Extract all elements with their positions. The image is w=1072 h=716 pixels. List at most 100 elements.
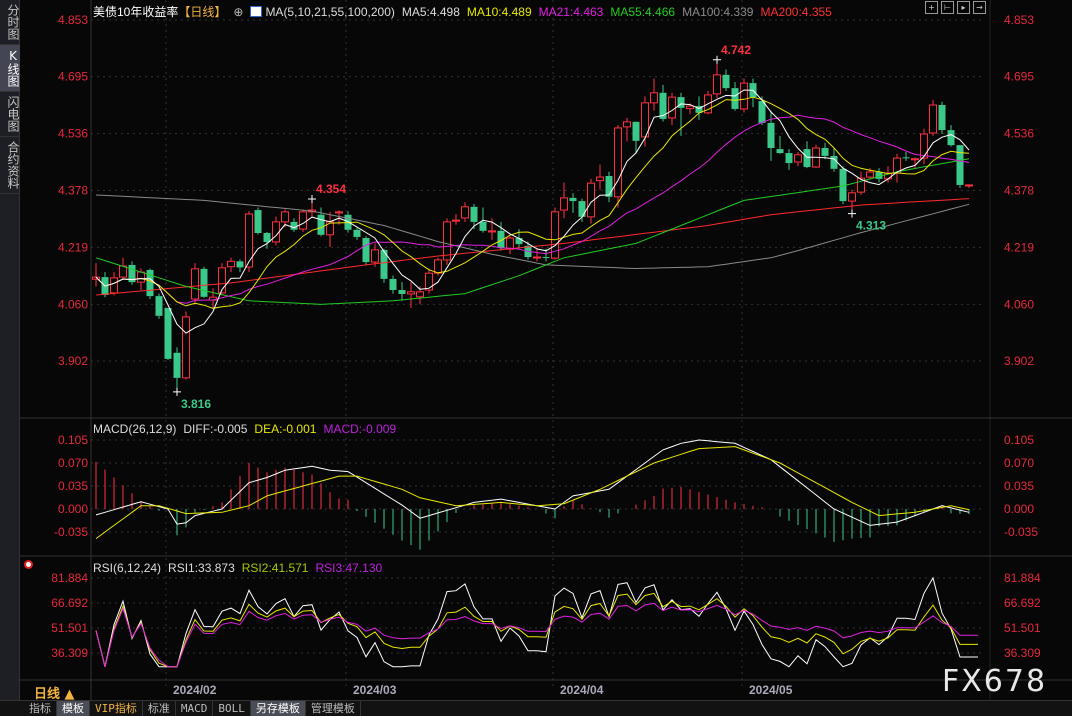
- ma21-value: MA21:4.463: [538, 5, 604, 19]
- price-tick-label-left: 4.695: [58, 70, 88, 84]
- ma100-line: [95, 194, 970, 270]
- candle-body: [911, 158, 919, 161]
- tab-standard[interactable]: 标准: [143, 701, 176, 716]
- rsi-tick-label-right: 51.501: [1004, 621, 1041, 635]
- candle-body: [551, 211, 559, 259]
- candle-body: [866, 171, 874, 178]
- candle: [407, 282, 415, 308]
- main-legend: 美债10年收益率【日线】 ⊕ MA(5,10,21,55,100,200) MA5:4…: [93, 3, 839, 20]
- candle-body: [848, 192, 856, 202]
- candle: [551, 207, 559, 260]
- high-price-label: 4.742: [721, 43, 751, 57]
- candle-body: [497, 230, 505, 249]
- macd-diff-line: [95, 439, 970, 526]
- rsi-tick-label-left: 51.501: [51, 621, 88, 635]
- tab-manage-templates[interactable]: 管理模板: [306, 701, 361, 716]
- candle-body: [470, 206, 478, 222]
- candle: [398, 282, 406, 301]
- extreme-marker: [848, 209, 856, 218]
- candle: [92, 263, 100, 287]
- candle-body: [740, 82, 748, 110]
- candle: [587, 178, 595, 224]
- candle: [191, 263, 199, 305]
- sidebar-tab-flash[interactable]: 闪电图: [0, 92, 20, 137]
- sidebar-tab-kline[interactable]: K线图: [0, 45, 20, 92]
- sidebar-tab-timeshare[interactable]: 分时图: [0, 0, 20, 45]
- candle: [155, 293, 163, 319]
- candle: [182, 311, 190, 380]
- ma-settings-icon[interactable]: [250, 6, 263, 17]
- candle-body: [803, 149, 811, 168]
- macd-tick-label-left: 0.105: [58, 433, 88, 447]
- ma21-line: [95, 114, 970, 304]
- candle: [128, 261, 136, 285]
- macd-tick-label-left: 0.000: [58, 502, 88, 516]
- candle: [371, 243, 379, 267]
- candle: [569, 193, 577, 213]
- candle-body: [596, 176, 604, 182]
- candle: [236, 259, 244, 273]
- macd-tick-label-left: 0.070: [58, 456, 88, 470]
- candle-body: [650, 92, 658, 104]
- tab-indicators[interactable]: 指标: [24, 701, 57, 716]
- candle: [479, 207, 487, 233]
- candle: [731, 82, 739, 111]
- candle-body: [416, 291, 424, 298]
- macd-tick-label-right: -0.035: [1004, 525, 1038, 539]
- candle-body: [353, 229, 361, 237]
- rsi-tick-label-left: 81.884: [51, 571, 88, 585]
- kline-chart[interactable]: 4.853 4.853 4.695 4.695 4.536 4.536 4.378 4.378…: [0, 0, 1072, 700]
- candle: [659, 84, 667, 122]
- candle: [866, 168, 874, 179]
- ma55-value: MA55:4.466: [610, 5, 676, 19]
- tab-templates[interactable]: 模板: [57, 701, 90, 716]
- tab-macd[interactable]: MACD: [176, 701, 214, 716]
- candle-body: [515, 238, 523, 245]
- candle: [677, 92, 685, 136]
- candle-body: [821, 148, 829, 156]
- candle-body: [488, 230, 496, 233]
- candle-body: [191, 268, 199, 300]
- candle-body: [254, 210, 262, 234]
- candle-body: [947, 130, 955, 146]
- candle: [389, 275, 397, 294]
- candle: [794, 151, 802, 167]
- rsi-tick-label-left: 36.309: [51, 646, 88, 660]
- candle: [326, 211, 334, 247]
- period-selector[interactable]: 日线 ▲: [34, 687, 75, 702]
- tab-vip-indicators[interactable]: VIP指标: [90, 701, 143, 716]
- candle: [173, 347, 181, 392]
- candle: [911, 157, 919, 169]
- candle: [146, 268, 154, 299]
- candle-body: [839, 168, 847, 202]
- candle-body: [857, 177, 865, 193]
- crosshair-icon[interactable]: +: [925, 1, 938, 14]
- candle-body: [758, 101, 766, 123]
- candle-body: [632, 121, 640, 141]
- move-right-icon[interactable]: →: [973, 1, 986, 14]
- play-step-icon[interactable]: ▸: [957, 1, 970, 14]
- candle-body: [263, 233, 271, 242]
- low-price-label: 4.313: [856, 219, 886, 233]
- candle: [506, 236, 514, 255]
- candle-body: [299, 211, 307, 230]
- period-tag: 【日线】: [178, 5, 227, 19]
- crosshair-toggle-icon[interactable]: ⊕: [233, 5, 244, 19]
- tab-boll[interactable]: BOLL: [213, 701, 251, 716]
- indicator-alert-icon[interactable]: [24, 560, 33, 569]
- candle-body: [929, 104, 937, 134]
- macd-legend: MACD(26,12,9) DIFF:-0.005 DEA:-0.001 MACD:-…: [93, 422, 403, 436]
- zoom-range-icon[interactable]: ⊢: [941, 1, 954, 14]
- candle-body: [452, 219, 460, 222]
- candle-body: [461, 206, 469, 219]
- sidebar-tab-contract-info[interactable]: 合约资料: [0, 137, 20, 194]
- candle: [101, 272, 109, 298]
- candle: [920, 128, 928, 165]
- candle-body: [362, 238, 370, 263]
- chart-toolbar: + ⊢ ▸ →: [925, 1, 986, 14]
- candle-body: [875, 172, 883, 179]
- candle-body: [110, 277, 118, 294]
- candle: [650, 78, 658, 111]
- tab-save-template[interactable]: 另存模板: [250, 701, 306, 716]
- candle: [632, 121, 640, 154]
